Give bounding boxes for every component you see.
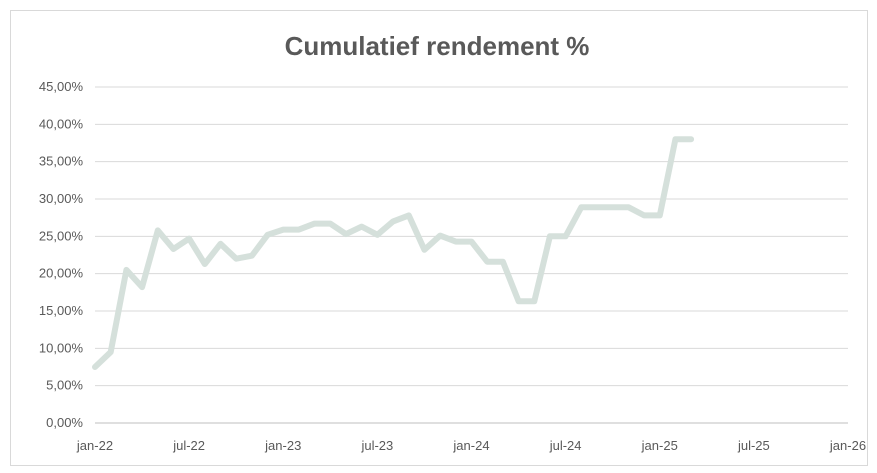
x-tick-label: jul-23	[360, 438, 393, 453]
y-axis-ticks: 0,00% 5,00% 10,00% 15,00% 20,00% 25,00% 30,00%…	[39, 79, 84, 430]
x-axis-ticks: jan-22 jul-22 jan-23 jul-23 jan-24 jul-24 jan-…	[76, 438, 866, 453]
x-tick-label: jan-25	[641, 438, 678, 453]
y-tick-label: 15,00%	[39, 303, 84, 318]
chart-title: Cumulatief rendement %	[285, 31, 590, 61]
y-tick-label: 25,00%	[39, 228, 84, 243]
y-tick-label: 0,00%	[46, 415, 83, 430]
y-tick-label: 10,00%	[39, 340, 84, 355]
x-tick-label: jul-24	[549, 438, 582, 453]
x-tick-label: jan-22	[76, 438, 113, 453]
x-tick-label: jan-23	[264, 438, 301, 453]
x-tick-label: jul-25	[737, 438, 770, 453]
series-layer	[92, 136, 695, 370]
y-tick-label: 45,00%	[39, 79, 84, 94]
series-line-0	[92, 136, 695, 370]
line-chart: Cumulatief rendement % 0,00% 5,00% 10,00% 1…	[39, 31, 866, 453]
y-tick-label: 5,00%	[46, 378, 83, 393]
y-tick-label: 30,00%	[39, 191, 84, 206]
x-tick-label: jan-24	[452, 438, 489, 453]
x-tick-label: jul-22	[172, 438, 205, 453]
x-tick-label: jan-26	[829, 438, 866, 453]
y-tick-label: 35,00%	[39, 154, 84, 169]
gridlines	[95, 86, 848, 387]
chart-frame: Cumulatief rendement % 0,00% 5,00% 10,00% 1…	[10, 10, 868, 466]
y-tick-label: 40,00%	[39, 116, 84, 131]
y-tick-label: 20,00%	[39, 266, 84, 281]
